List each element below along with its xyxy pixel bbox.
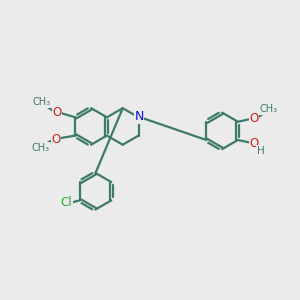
Text: O: O [250,137,259,150]
Text: CH₃: CH₃ [32,97,50,107]
Text: H: H [257,146,265,156]
Text: CH₃: CH₃ [32,143,50,153]
Text: O: O [250,112,259,125]
Text: O: O [52,106,62,118]
Text: CH₃: CH₃ [260,104,278,114]
Text: N: N [134,110,144,123]
Text: Cl: Cl [61,196,72,209]
Text: O: O [52,133,61,146]
